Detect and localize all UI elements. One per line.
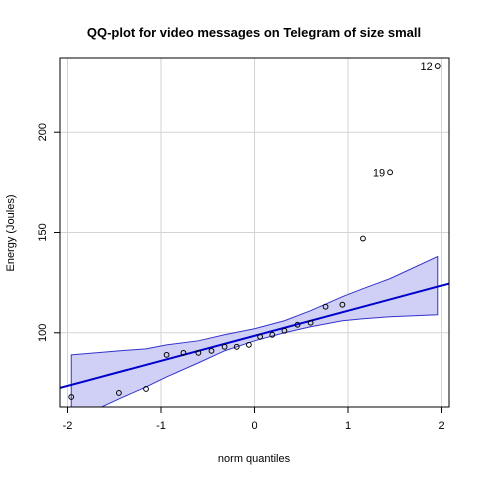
x-tick-label: -1 — [156, 420, 166, 432]
y-tick-label: 100 — [37, 324, 49, 342]
point-label: 12 — [421, 61, 433, 73]
chart-title: QQ-plot for video messages on Telegram o… — [87, 25, 421, 40]
point-label: 19 — [373, 167, 385, 179]
data-point — [361, 236, 366, 241]
x-tick-label: -2 — [63, 420, 73, 432]
data-point — [388, 170, 393, 175]
data-point — [435, 64, 440, 69]
y-axis: 100 150 200 — [37, 123, 60, 342]
x-tick-label: 0 — [251, 420, 257, 432]
x-axis-label: norm quantiles — [218, 453, 291, 465]
y-axis-label: Energy (Joules) — [5, 194, 17, 271]
x-tick-label: 1 — [345, 420, 351, 432]
y-tick-label: 200 — [37, 123, 49, 141]
y-tick-label: 150 — [37, 223, 49, 241]
x-tick-label: 2 — [438, 420, 444, 432]
x-axis: -2 -1 0 1 2 — [63, 407, 445, 432]
